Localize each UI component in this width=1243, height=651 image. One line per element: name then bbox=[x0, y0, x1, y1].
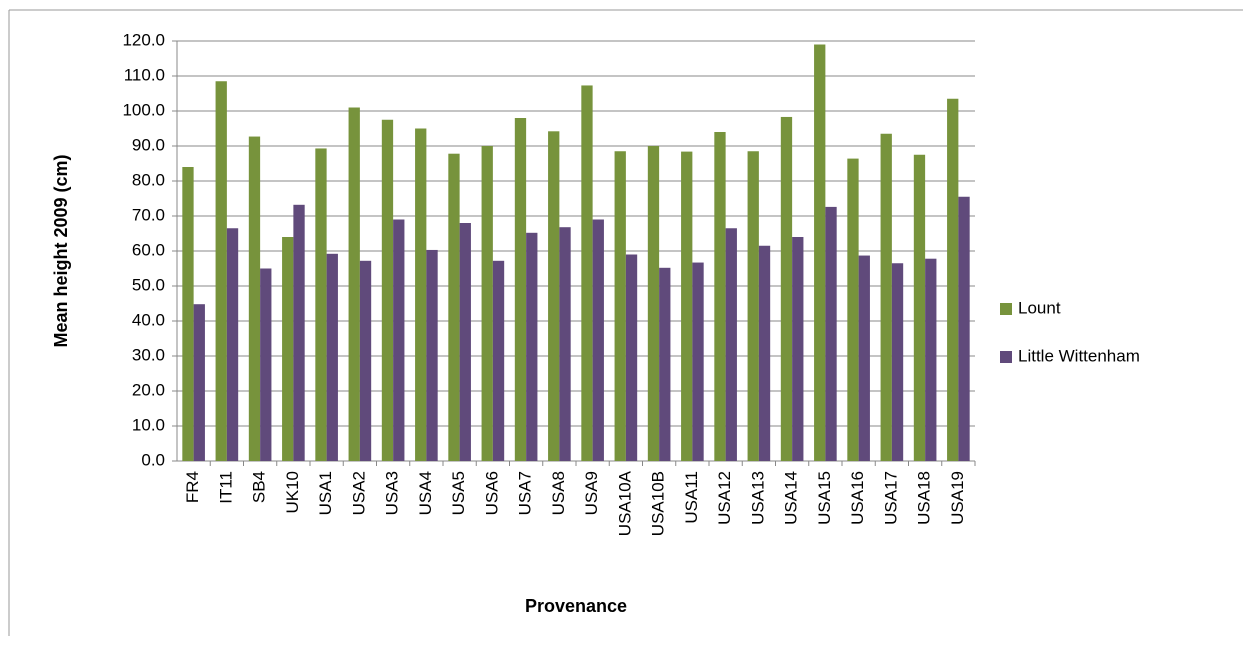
bar bbox=[792, 237, 804, 461]
bar bbox=[514, 118, 527, 461]
bar bbox=[592, 219, 604, 461]
bar bbox=[459, 223, 471, 461]
y-tick-label: 60.0 bbox=[132, 240, 165, 259]
bar bbox=[913, 154, 926, 461]
bar bbox=[326, 253, 338, 461]
bar bbox=[925, 258, 937, 461]
bar bbox=[215, 81, 227, 461]
x-tick-label: USA9 bbox=[582, 471, 601, 515]
bar bbox=[393, 219, 405, 461]
x-tick-label: USA19 bbox=[948, 471, 967, 525]
bar bbox=[891, 263, 904, 461]
x-tick-label: USA4 bbox=[416, 471, 435, 515]
y-tick-label: 10.0 bbox=[132, 415, 165, 434]
bar bbox=[725, 228, 737, 461]
bar bbox=[260, 268, 272, 461]
x-axis-title: Provenance bbox=[525, 596, 627, 616]
y-axis-title: Mean height 2009 (cm) bbox=[51, 154, 71, 347]
bar bbox=[758, 245, 771, 461]
bar bbox=[415, 128, 427, 461]
bar bbox=[315, 148, 327, 461]
bar bbox=[448, 153, 460, 461]
bar bbox=[659, 267, 671, 461]
x-tick-label: USA7 bbox=[516, 471, 535, 515]
y-tick-label: 30.0 bbox=[132, 345, 165, 364]
x-tick-label: UK10 bbox=[283, 471, 302, 514]
x-tick-label: SB4 bbox=[250, 471, 269, 503]
bar bbox=[293, 204, 305, 462]
bar bbox=[182, 167, 194, 461]
bar bbox=[958, 196, 970, 461]
bar bbox=[858, 255, 870, 461]
bar bbox=[625, 254, 638, 461]
x-tick-label: USA16 bbox=[848, 471, 867, 525]
y-tick-label: 110.0 bbox=[124, 65, 165, 84]
bar bbox=[282, 237, 294, 461]
y-tick-label: 120.0 bbox=[122, 30, 165, 49]
bar bbox=[548, 131, 560, 462]
bar bbox=[248, 136, 261, 462]
x-tick-label: USA10B bbox=[649, 471, 668, 536]
bar bbox=[348, 107, 360, 461]
bar bbox=[381, 119, 394, 461]
bar bbox=[581, 85, 593, 461]
bar bbox=[559, 227, 571, 461]
legend-label: Little Wittenham bbox=[1018, 346, 1140, 365]
legend-swatch bbox=[1000, 351, 1012, 363]
bar bbox=[947, 98, 959, 461]
x-tick-label: USA6 bbox=[482, 471, 501, 515]
x-tick-label: IT11 bbox=[216, 471, 235, 504]
bar bbox=[780, 116, 793, 461]
bar bbox=[226, 228, 239, 461]
x-tick-label: USA10A bbox=[615, 470, 634, 536]
bar bbox=[481, 146, 493, 461]
bar bbox=[681, 151, 693, 461]
bar bbox=[614, 151, 626, 461]
x-tick-label: USA1 bbox=[316, 471, 335, 515]
y-tick-label: 50.0 bbox=[132, 275, 165, 294]
x-tick-label: FR4 bbox=[183, 471, 202, 503]
y-tick-label: 100.0 bbox=[122, 100, 165, 119]
bar bbox=[847, 158, 859, 461]
bar bbox=[825, 206, 837, 461]
x-tick-label: USA8 bbox=[549, 471, 568, 515]
y-tick-label: 80.0 bbox=[132, 170, 165, 189]
y-tick-label: 40.0 bbox=[132, 310, 165, 329]
bar bbox=[814, 44, 826, 461]
bar bbox=[692, 262, 704, 461]
x-tick-label: USA18 bbox=[915, 471, 934, 525]
bar bbox=[492, 260, 505, 461]
y-tick-label: 70.0 bbox=[132, 205, 165, 224]
x-tick-label: USA17 bbox=[881, 471, 900, 525]
x-tick-label: USA15 bbox=[815, 471, 834, 525]
y-tick-label: 20.0 bbox=[132, 380, 165, 399]
x-tick-label: USA3 bbox=[383, 471, 402, 515]
bar bbox=[526, 232, 538, 461]
x-tick-label: USA5 bbox=[449, 471, 468, 515]
bar bbox=[880, 133, 892, 461]
bar bbox=[426, 249, 438, 461]
x-tick-label: USA2 bbox=[349, 471, 368, 515]
x-tick-label: USA14 bbox=[782, 471, 801, 525]
bar bbox=[359, 260, 372, 461]
x-tick-label: USA12 bbox=[715, 471, 734, 525]
y-tick-label: 90.0 bbox=[132, 135, 165, 154]
y-tick-label: 0.0 bbox=[141, 450, 165, 469]
legend-label: Lount bbox=[1018, 298, 1061, 317]
legend-swatch bbox=[1000, 303, 1012, 315]
bar bbox=[747, 151, 759, 461]
bar bbox=[193, 304, 205, 461]
bar bbox=[714, 132, 726, 461]
x-tick-label: USA13 bbox=[748, 471, 767, 525]
bar bbox=[647, 146, 660, 461]
x-tick-label: USA11 bbox=[682, 471, 701, 524]
